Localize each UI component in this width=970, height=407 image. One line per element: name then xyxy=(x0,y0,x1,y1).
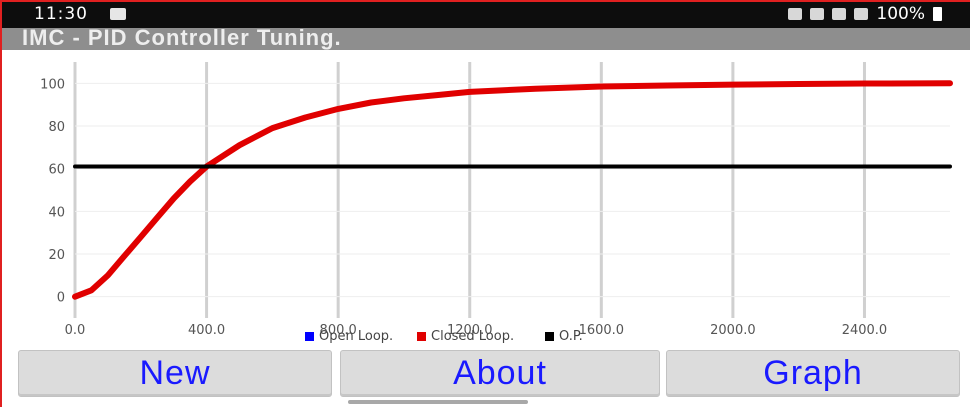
legend-swatch-1 xyxy=(417,332,426,341)
y-tick-label-4: 80 xyxy=(48,120,65,135)
alarm-icon xyxy=(788,8,803,20)
legend-label-1: Closed Loop. xyxy=(431,329,514,344)
legend-swatch-0 xyxy=(305,332,314,341)
signal-icon xyxy=(832,8,847,20)
button-bar: New About Graph xyxy=(0,350,970,397)
status-icons: 100% xyxy=(788,4,942,24)
y-tick-label-2: 40 xyxy=(48,205,65,220)
x-tick-labels: 0.0 400.0 800.0 1200.0 1600.0 2000.0 2400.0 xyxy=(65,323,888,338)
status-bar: 11:30 100% xyxy=(0,0,970,28)
nav-gesture-handle[interactable] xyxy=(348,400,528,404)
wifi-icon xyxy=(810,8,825,20)
signal-4g-icon xyxy=(854,8,869,20)
x-tick-label-6: 2400.0 xyxy=(842,323,888,338)
app-title-bar: IMC - PID Controller Tuning. xyxy=(0,28,970,50)
x-tick-label-2: 800.0 xyxy=(320,323,357,338)
graph-button[interactable]: Graph xyxy=(666,350,960,397)
response-chart: 0 20 40 60 80 100 0.0 400.0 800.0 1200.0 1600.0 20… xyxy=(40,62,953,344)
x-tick-label-4: 1600.0 xyxy=(579,323,625,338)
battery-percent: 100% xyxy=(876,4,925,24)
y-tick-label-5: 100 xyxy=(40,77,65,92)
app-title: IMC - PID Controller Tuning. xyxy=(22,28,342,50)
series-line-1 xyxy=(72,80,953,300)
legend-label-0: Open Loop. xyxy=(319,329,393,344)
y-tick-labels: 0 20 40 60 80 100 xyxy=(40,77,65,305)
x-tick-label-3: 1200.0 xyxy=(447,323,493,338)
legend-swatch-2 xyxy=(545,332,554,341)
chart-series xyxy=(72,80,953,300)
chart-legend: Open Loop. Closed Loop. O.P. xyxy=(305,329,583,344)
battery-icon xyxy=(933,7,942,21)
y-tick-label-1: 20 xyxy=(48,248,65,263)
x-tick-label-5: 2000.0 xyxy=(710,323,756,338)
chart-grid xyxy=(73,62,950,318)
y-tick-label-3: 60 xyxy=(48,163,65,178)
image-notification-icon xyxy=(110,8,126,20)
x-tick-label-1: 400.0 xyxy=(188,323,225,338)
x-tick-label-0: 0.0 xyxy=(65,323,86,338)
new-button[interactable]: New xyxy=(18,350,332,397)
about-button[interactable]: About xyxy=(340,350,660,397)
status-time: 11:30 xyxy=(34,4,88,24)
legend-label-2: O.P. xyxy=(559,329,583,344)
y-tick-label-0: 0 xyxy=(57,291,65,306)
